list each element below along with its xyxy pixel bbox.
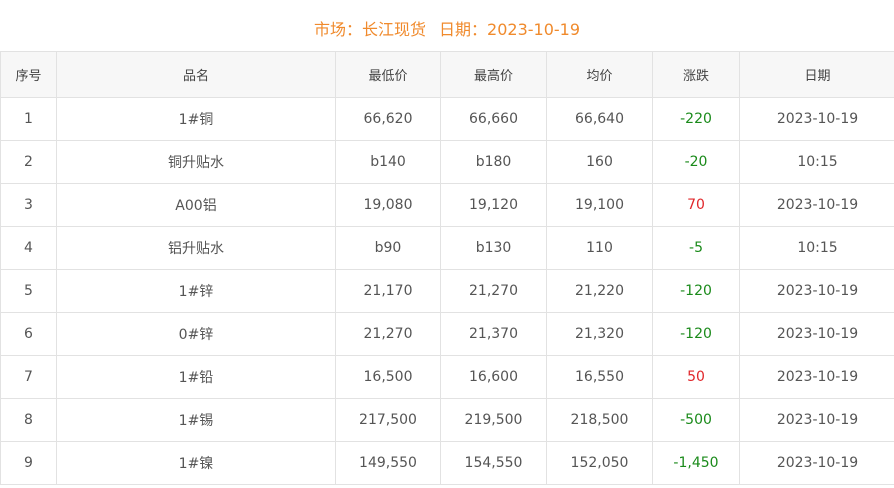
- row-index: 4: [0, 226, 57, 270]
- row-avg: 152,050: [546, 441, 653, 485]
- row-high: 154,550: [440, 441, 547, 485]
- market-label: 市场：长江现货: [313, 20, 426, 39]
- row-name: 1#铜: [56, 97, 336, 141]
- row-date: 2023-10-19: [739, 269, 894, 313]
- col-index: 序号: [0, 51, 57, 98]
- table-row: 8 1#锡 217,500 219,500 218,500 -500 2023-10-19: [0, 398, 894, 442]
- row-low: b90: [335, 226, 441, 270]
- row-index: 6: [0, 312, 57, 356]
- table-row: 9 1#镍 149,550 154,550 152,050 -1,450 2023-10-1…: [0, 441, 894, 485]
- row-index: 5: [0, 269, 57, 313]
- row-low: 66,620: [335, 97, 441, 141]
- row-change: -1,450: [652, 441, 740, 485]
- table-header: 序号 品名 最低价 最高价 均价 涨跌 日期: [0, 51, 894, 98]
- row-high: 219,500: [440, 398, 547, 442]
- row-high: b180: [440, 140, 547, 184]
- row-low: b140: [335, 140, 441, 184]
- row-index: 8: [0, 398, 57, 442]
- row-change: -220: [652, 97, 740, 141]
- row-low: 16,500: [335, 355, 441, 399]
- row-index: 2: [0, 140, 57, 184]
- row-high: 16,600: [440, 355, 547, 399]
- table-row: 2 铜升贴水 b140 b180 160 -20 10:15: [0, 140, 894, 184]
- row-low: 19,080: [335, 183, 441, 227]
- price-table: 序号 品名 最低价 最高价 均价 涨跌 日期 1 1#铜 66,620 66,660 6…: [0, 51, 894, 485]
- row-low: 149,550: [335, 441, 441, 485]
- row-name: 铜升贴水: [56, 140, 336, 184]
- row-name: 1#镍: [56, 441, 336, 485]
- table-row: 5 1#锌 21,170 21,270 21,220 -120 2023-10-19: [0, 269, 894, 313]
- col-change: 涨跌: [652, 51, 740, 98]
- row-name: 铝升贴水: [56, 226, 336, 270]
- row-high: 21,270: [440, 269, 547, 313]
- table-row: 6 0#锌 21,270 21,370 21,320 -120 2023-10-19: [0, 312, 894, 356]
- row-high: 21,370: [440, 312, 547, 356]
- row-index: 9: [0, 441, 57, 485]
- row-high: b130: [440, 226, 547, 270]
- table-row: 1 1#铜 66,620 66,660 66,640 -220 2023-10-19: [0, 97, 894, 141]
- row-avg: 160: [546, 140, 653, 184]
- row-change: -20: [652, 140, 740, 184]
- page-title: 市场：长江现货 日期：2023-10-19: [0, 0, 894, 51]
- row-avg: 110: [546, 226, 653, 270]
- row-low: 217,500: [335, 398, 441, 442]
- table-row: 4 铝升贴水 b90 b130 110 -5 10:15: [0, 226, 894, 270]
- row-change: -120: [652, 269, 740, 313]
- table-row: 3 A00铝 19,080 19,120 19,100 70 2023-10-19: [0, 183, 894, 227]
- row-avg: 66,640: [546, 97, 653, 141]
- row-date: 2023-10-19: [739, 441, 894, 485]
- row-name: 1#锡: [56, 398, 336, 442]
- row-change: 50: [652, 355, 740, 399]
- row-high: 66,660: [440, 97, 547, 141]
- row-avg: 21,320: [546, 312, 653, 356]
- row-date: 2023-10-19: [739, 97, 894, 141]
- row-avg: 16,550: [546, 355, 653, 399]
- row-change: -500: [652, 398, 740, 442]
- row-low: 21,270: [335, 312, 441, 356]
- col-low: 最低价: [335, 51, 441, 98]
- col-name: 品名: [56, 51, 336, 98]
- col-avg: 均价: [546, 51, 653, 98]
- row-name: 0#锌: [56, 312, 336, 356]
- col-high: 最高价: [440, 51, 547, 98]
- row-date: 10:15: [739, 226, 894, 270]
- row-date: 2023-10-19: [739, 398, 894, 442]
- row-date: 10:15: [739, 140, 894, 184]
- row-avg: 19,100: [546, 183, 653, 227]
- row-change: 70: [652, 183, 740, 227]
- row-low: 21,170: [335, 269, 441, 313]
- row-change: -120: [652, 312, 740, 356]
- row-name: 1#锌: [56, 269, 336, 313]
- date-label: 日期：2023-10-19: [439, 20, 581, 39]
- row-index: 7: [0, 355, 57, 399]
- row-date: 2023-10-19: [739, 355, 894, 399]
- row-index: 1: [0, 97, 57, 141]
- row-high: 19,120: [440, 183, 547, 227]
- row-name: A00铝: [56, 183, 336, 227]
- col-date: 日期: [739, 51, 894, 98]
- table-row: 7 1#铅 16,500 16,600 16,550 50 2023-10-19: [0, 355, 894, 399]
- row-name: 1#铅: [56, 355, 336, 399]
- row-avg: 218,500: [546, 398, 653, 442]
- row-avg: 21,220: [546, 269, 653, 313]
- row-change: -5: [652, 226, 740, 270]
- row-date: 2023-10-19: [739, 183, 894, 227]
- row-index: 3: [0, 183, 57, 227]
- row-date: 2023-10-19: [739, 312, 894, 356]
